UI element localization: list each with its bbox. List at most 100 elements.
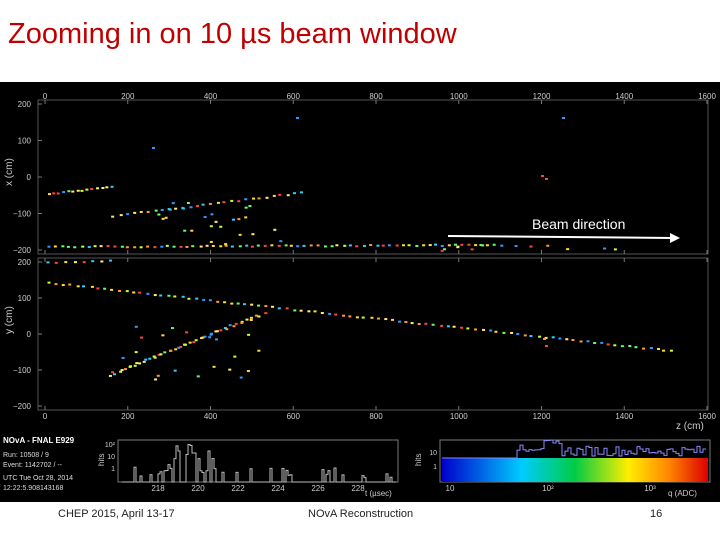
hit (118, 289, 122, 292)
hit (236, 302, 240, 305)
hit (277, 244, 281, 247)
x-tick-label: 1200 (533, 412, 551, 421)
x-tick-label: 1400 (615, 92, 633, 101)
hit (108, 374, 112, 377)
beam-direction-label: Beam direction (532, 216, 625, 232)
hit (250, 245, 254, 248)
y-tick-label: −200 (13, 246, 32, 255)
hit (179, 245, 183, 248)
hit (196, 375, 200, 378)
hit (440, 249, 444, 252)
hit (343, 244, 347, 247)
hit (649, 347, 653, 350)
top-view-ylabel: x (cm) (4, 158, 15, 186)
beam-direction-arrowhead (670, 233, 680, 243)
hit (669, 349, 673, 352)
hit (270, 305, 274, 308)
hit (208, 336, 212, 339)
hit (202, 298, 206, 301)
x-tick-label: 1000 (450, 412, 468, 421)
hit (529, 335, 533, 338)
hit (113, 245, 117, 248)
hit (579, 340, 583, 343)
hit (214, 330, 218, 333)
hit (99, 245, 103, 248)
hit (133, 246, 137, 249)
hit (391, 318, 395, 321)
hit (323, 245, 327, 248)
hit (348, 244, 352, 247)
hit (66, 245, 70, 248)
x-tick-label: 400 (204, 92, 218, 101)
hit (68, 283, 72, 286)
hit (355, 245, 359, 248)
hit (264, 305, 268, 308)
hit (316, 244, 320, 247)
hit (119, 370, 123, 373)
hit (174, 207, 178, 210)
hit (174, 348, 178, 351)
x-tick-label: 0 (43, 92, 48, 101)
x-tick-label: 1000 (450, 92, 468, 101)
hit (167, 294, 171, 297)
charge-tick-label: 10³ (644, 484, 656, 493)
hit (120, 369, 124, 372)
hit (485, 244, 489, 247)
top-view-axes: 0 200 400 600 800 1000 1200 1400 16002001000−100… (13, 92, 716, 255)
hit (240, 321, 244, 324)
hit (239, 376, 243, 379)
hit (454, 243, 458, 246)
x-tick-label: 1600 (698, 92, 716, 101)
hit (177, 346, 181, 349)
hit (264, 312, 268, 315)
hit (187, 297, 191, 300)
hit (209, 240, 213, 243)
hit (73, 261, 77, 264)
hit (238, 233, 242, 236)
hit (415, 245, 419, 248)
hit (171, 327, 175, 330)
time-ytick-label: 10² (105, 442, 116, 449)
hit (296, 117, 299, 119)
hit (188, 341, 192, 344)
hit (201, 203, 205, 206)
hit (64, 261, 68, 264)
hit (273, 228, 277, 231)
hit (370, 316, 374, 319)
charge-histogram-ylabel: hits (414, 454, 423, 466)
hit (140, 336, 144, 339)
hit (160, 208, 164, 211)
hit (203, 216, 207, 219)
hit (153, 294, 157, 297)
hit (246, 370, 250, 373)
side-view-frame (37, 257, 709, 411)
hit (185, 331, 189, 334)
charge-tick-label: 10 (446, 484, 455, 493)
charge-histogram-xlabel: q (ADC) (668, 489, 697, 498)
x-tick-label: 200 (121, 92, 135, 101)
x-tick-label: 600 (287, 92, 301, 101)
time-histogram-axes: 218 220 222 224 226 228 10² 10 1 (105, 442, 365, 493)
hit (47, 193, 51, 196)
hit (270, 244, 274, 247)
hit (248, 205, 252, 208)
hit (52, 192, 56, 195)
hit (481, 244, 485, 247)
hit (185, 245, 189, 248)
hit (159, 294, 163, 297)
hit (173, 369, 177, 372)
hit (183, 229, 187, 232)
hit (168, 208, 172, 211)
hit (179, 346, 183, 349)
hit (232, 325, 236, 328)
hit (257, 349, 261, 352)
hit (250, 303, 254, 306)
hit (165, 244, 169, 247)
hit (90, 285, 94, 288)
hit (417, 322, 421, 325)
hit (152, 355, 156, 358)
hit (152, 147, 155, 149)
hit (538, 335, 542, 338)
hit (474, 244, 478, 247)
hit (613, 248, 617, 251)
